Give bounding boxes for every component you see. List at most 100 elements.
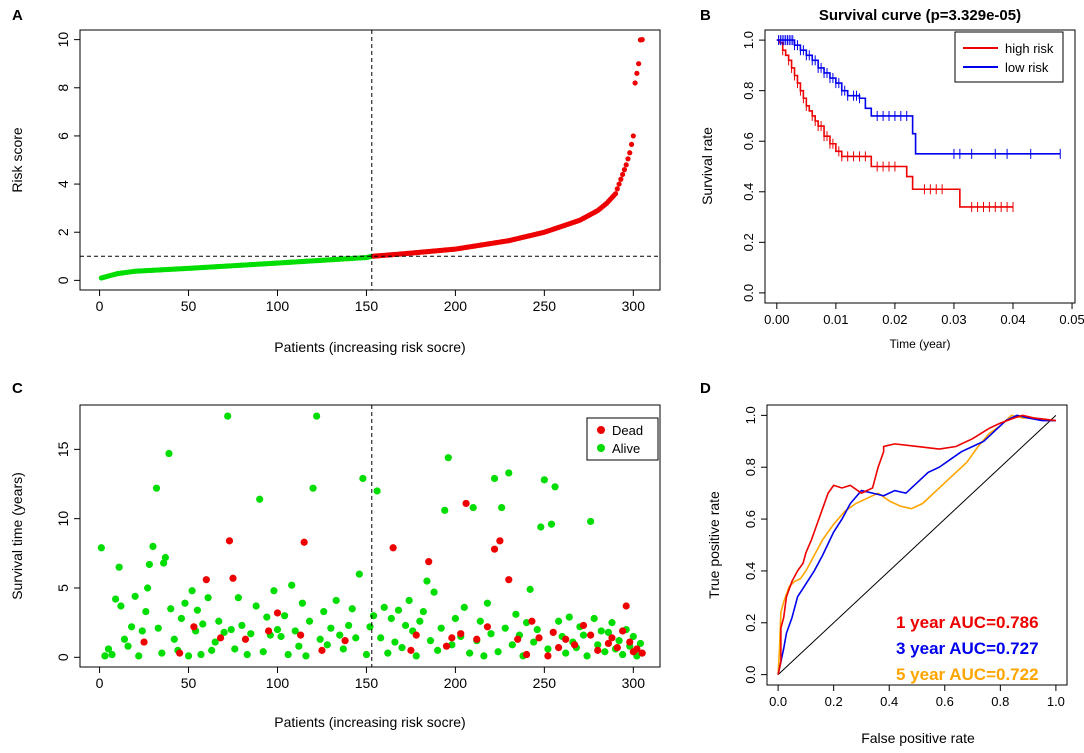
alive-point	[97, 544, 105, 552]
alive-point	[533, 625, 541, 634]
y-tick-label: 0	[55, 653, 71, 661]
x-tick-label: 0.6	[936, 694, 954, 709]
alive-point	[323, 641, 331, 649]
dead-point	[412, 631, 420, 639]
x-tick-label: 0	[96, 298, 104, 314]
alive-point	[281, 612, 289, 620]
dead-point	[176, 649, 184, 657]
x-axis-label: False positive rate	[861, 730, 975, 746]
y-axis: 0.0 0.2 0.4 0.6 0.8 1.0	[743, 406, 767, 684]
y-tick-label: 0.2	[743, 614, 758, 632]
dead-point	[528, 617, 536, 625]
alive-point	[369, 612, 378, 620]
x-tick-label: 0.05	[1059, 312, 1084, 327]
alive-point	[426, 637, 435, 645]
alive-point	[476, 617, 484, 625]
x-axis: 0 50 100 150 200 250 300	[96, 290, 645, 314]
alive-point	[305, 617, 314, 625]
dead-point	[341, 637, 349, 645]
alive-point	[149, 542, 157, 550]
alive-point	[394, 606, 403, 614]
y-tick-label: 0.8	[741, 82, 756, 100]
alive-point	[469, 503, 477, 512]
alive-point	[158, 649, 166, 657]
x-tick-label: 150	[355, 298, 379, 314]
alive-point	[405, 596, 413, 605]
y-axis-label: Survival rate	[699, 127, 715, 205]
alive-point	[231, 645, 239, 653]
risk-point	[634, 70, 640, 76]
survival-time-points	[97, 412, 646, 660]
alive-point	[101, 652, 109, 660]
alive-point	[583, 652, 591, 660]
legend: high risk low risk	[954, 31, 1064, 83]
x-tick-label: 200	[444, 675, 468, 691]
alive-point	[165, 449, 173, 458]
y-axis-label: Survival time (years)	[9, 472, 25, 600]
x-tick-label: 0.2	[825, 694, 843, 709]
x-axis-label: Time (year)	[890, 337, 951, 351]
alive-point	[487, 630, 495, 638]
alive-point	[412, 652, 420, 660]
plot-frame	[79, 404, 661, 668]
alive-point	[115, 563, 123, 571]
risk-point	[614, 186, 620, 192]
dead-point	[229, 574, 237, 582]
y-tick-label: 0.0	[741, 284, 756, 302]
y-tick-label: 0.8	[743, 458, 758, 476]
alive-point	[562, 649, 570, 657]
alive-point	[348, 605, 356, 613]
alive-point	[181, 599, 189, 607]
y-axis: 0.0 0.2 0.4 0.6 0.8 1.0	[741, 31, 765, 302]
risk-score-points	[98, 37, 645, 281]
legend-label-low-risk: low risk	[1005, 60, 1049, 75]
dead-point	[505, 576, 513, 584]
dead-point	[300, 538, 308, 546]
x-tick-label: 250	[533, 675, 557, 691]
x-tick-label: 200	[444, 298, 468, 314]
alive-point	[199, 620, 207, 628]
y-tick-label: 8	[55, 84, 71, 92]
y-tick-label: 2	[55, 228, 71, 236]
dead-point	[225, 537, 234, 545]
alive-point	[247, 630, 255, 638]
dead-point	[587, 631, 595, 639]
dead-point	[522, 650, 531, 659]
alive-point	[437, 624, 445, 632]
alive-point	[193, 606, 202, 614]
panel-letter-d: D	[700, 380, 711, 397]
alive-point	[211, 638, 219, 646]
alive-point	[419, 607, 427, 616]
alive-point	[355, 570, 363, 578]
x-tick-label: 0.04	[1000, 312, 1025, 327]
x-axis-label: Patients (increasing risk socre)	[274, 714, 465, 730]
dead-point	[619, 627, 627, 635]
roc-curve-3-year	[777, 414, 1056, 675]
alive-point	[512, 610, 520, 618]
alive-point	[441, 506, 449, 514]
alive-point	[243, 650, 251, 659]
alive-point	[332, 596, 340, 605]
plot-frame	[764, 29, 1076, 304]
risk-point	[623, 162, 629, 168]
dead-point	[318, 646, 326, 654]
panel-a-risk-score: 0 50 100 150 200 250 300 0 2 4 6 8 10 Patients (inc…	[9, 29, 661, 355]
dead-point	[608, 634, 616, 642]
alive-point	[208, 646, 216, 654]
plot-frame	[766, 404, 1068, 686]
x-tick-label: 0	[96, 675, 104, 691]
dead-point	[425, 558, 433, 566]
alive-point	[327, 624, 335, 632]
alive-point	[288, 581, 296, 589]
alive-point	[291, 627, 299, 635]
alive-point	[238, 621, 246, 630]
alive-point	[117, 602, 125, 610]
alive-point	[197, 650, 205, 659]
alive-point	[544, 645, 552, 653]
alive-point	[619, 650, 627, 659]
alive-point	[590, 614, 598, 623]
dead-point	[496, 537, 504, 545]
risk-point	[628, 141, 635, 147]
auc-label-5-year: 5 year AUC=0.722	[896, 665, 1039, 684]
dead-point	[483, 623, 492, 631]
